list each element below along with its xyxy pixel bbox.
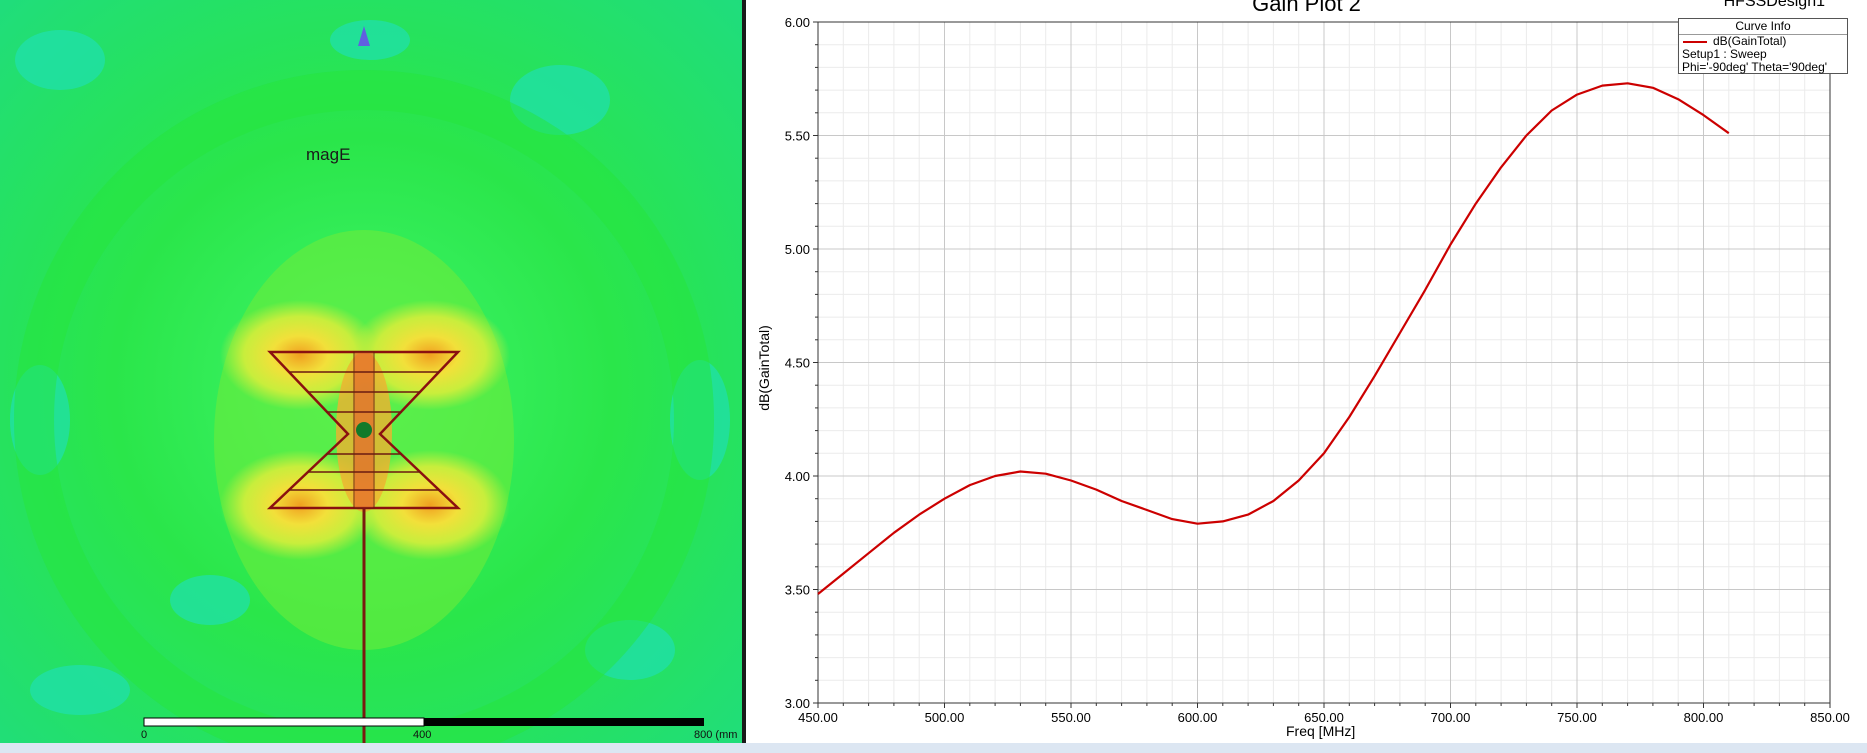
x-tick-label: 750.00 (1557, 710, 1597, 725)
legend-series-name: dB(GainTotal) (1713, 34, 1787, 48)
y-tick-label: 5.00 (785, 242, 810, 257)
scale-bar (143, 717, 704, 727)
feed-point (356, 422, 372, 438)
x-tick-label: 550.00 (1051, 710, 1091, 725)
x-tick-label: 450.00 (798, 710, 838, 725)
x-tick-label: 800.00 (1684, 710, 1724, 725)
field-viewport[interactable]: magE 0 400 800 (mm (0, 0, 742, 743)
series-line-gain-total[interactable] (817, 82, 1730, 595)
y-tick-label: 3.50 (785, 583, 810, 598)
x-axis-label: Freq [MHz] (1286, 723, 1356, 739)
axis-triad-icon (358, 26, 370, 46)
y-axis-label: dB(GainTotal) (756, 325, 772, 411)
scale-label-start: 0 (141, 729, 148, 741)
legend-swatch (1683, 41, 1707, 43)
status-strip (0, 743, 1867, 753)
plot-window[interactable]: 450.00 500.00 550.00 600.00 650.00 700.00 750.… (746, 0, 1867, 743)
axis-ticks (813, 21, 1831, 708)
x-tick-label: 700.00 (1431, 710, 1471, 725)
axis-tick-labels: 450.00 500.00 550.00 600.00 650.00 700.00 750.… (785, 15, 1850, 725)
y-tick-label: 4.50 (785, 356, 810, 371)
quantity-label: magE (306, 145, 351, 164)
x-tick-label: 850.00 (1810, 710, 1850, 725)
plot-title: Gain Plot 2 (1252, 0, 1361, 16)
design-name: HFSSDesign1 (1723, 0, 1825, 10)
legend-series-entry[interactable]: dB(GainTotal) (1679, 35, 1847, 48)
series-layer (817, 82, 1730, 595)
x-tick-label: 650.00 (1304, 710, 1344, 725)
y-tick-label: 4.00 (785, 469, 810, 484)
x-tick-label: 600.00 (1178, 710, 1218, 725)
y-tick-label: 6.00 (785, 15, 810, 30)
y-tick-label: 3.00 (785, 696, 810, 711)
field-contour-plot (0, 0, 742, 743)
panel-splitter[interactable] (742, 0, 746, 753)
x-tick-label: 500.00 (925, 710, 965, 725)
curve-info-legend[interactable]: Curve Info dB(GainTotal) Setup1 : Sweep … (1678, 18, 1848, 74)
legend-variation-line: Phi='-90deg' Theta='90deg' (1682, 60, 1828, 74)
legend-title: Curve Info (1679, 19, 1847, 35)
y-tick-label: 5.50 (785, 129, 810, 144)
gain-chart: 450.00 500.00 550.00 600.00 650.00 700.00 750.… (785, 15, 1850, 725)
scale-label-end: 800 (mm (694, 729, 738, 741)
legend-setup-line: Setup1 : Sweep (1682, 47, 1767, 61)
scale-label-mid: 400 (413, 729, 432, 741)
